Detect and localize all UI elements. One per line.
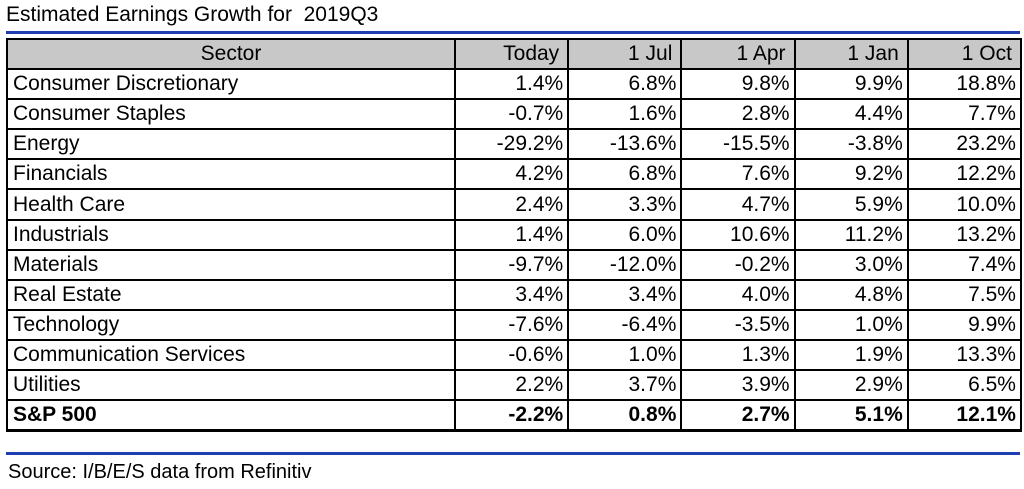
- value-cell-1-apr: 2.7%: [680, 399, 796, 432]
- value-cell-1-jan: 1.9%: [793, 338, 909, 372]
- value-cell-1-jul: 3.3%: [567, 188, 683, 221]
- value-cell-today: -0.7%: [453, 98, 570, 131]
- table-row: Financials 4.2% 6.8% 7.6% 9.2% 12.2%: [6, 158, 1022, 191]
- value-cell-1-jan: 3.0%: [793, 248, 909, 281]
- value-cell-1-jan: 4.4%: [793, 98, 909, 131]
- table-title: Estimated Earnings Growth for 2019Q3: [6, 3, 379, 26]
- value-cell-1-jul: 0.8%: [567, 399, 683, 432]
- value-cell-1-apr: -0.2%: [680, 248, 796, 281]
- value-cell-1-jan: 11.2%: [793, 218, 909, 251]
- total-row: S&P 500 -2.2% 0.8% 2.7% 5.1% 12.1%: [6, 399, 1022, 432]
- value-cell-1-jan: 5.1%: [793, 399, 909, 432]
- value-cell-1-jul: 3.7%: [567, 369, 683, 402]
- source-note: Source: I/B/E/S data from Refinitiv: [8, 461, 312, 483]
- value-cell-1-oct: 13.2%: [906, 218, 1022, 251]
- sector-cell: Energy: [6, 128, 456, 161]
- value-cell-today: -0.6%: [453, 338, 570, 372]
- value-cell-1-apr: 10.6%: [680, 218, 796, 251]
- value-cell-1-jan: 5.9%: [793, 188, 909, 221]
- bottom-divider: [6, 452, 1020, 455]
- value-cell-1-apr: -15.5%: [680, 128, 796, 161]
- value-cell-1-oct: 7.4%: [906, 248, 1022, 281]
- sector-cell: Financials: [6, 158, 456, 191]
- table-row: Industrials 1.4% 6.0% 10.6% 11.2% 13.2%: [6, 218, 1022, 251]
- value-cell-1-jan: 2.9%: [793, 369, 909, 402]
- value-cell-1-oct: 7.7%: [906, 98, 1022, 131]
- value-cell-1-oct: 13.3%: [906, 338, 1022, 372]
- value-cell-1-oct: 6.5%: [906, 369, 1022, 402]
- value-cell-1-jul: 3.4%: [567, 278, 683, 311]
- value-cell-today: 3.4%: [453, 278, 570, 311]
- value-cell-1-apr: 4.7%: [680, 188, 796, 221]
- table-row: Communication Services -0.6% 1.0% 1.3% 1.9% 1…: [6, 338, 1022, 372]
- value-cell-1-oct: 10.0%: [906, 188, 1022, 221]
- value-cell-1-jan: 9.9%: [793, 68, 909, 101]
- sector-cell: Real Estate: [6, 278, 456, 311]
- table-row: Consumer Staples -0.7% 1.6% 2.8% 4.4% 7.7%: [6, 98, 1022, 131]
- value-cell-1-jan: 9.2%: [793, 158, 909, 191]
- value-cell-today: 1.4%: [453, 218, 570, 251]
- value-cell-1-oct: 12.2%: [906, 158, 1022, 191]
- value-cell-today: -2.2%: [453, 399, 570, 432]
- value-cell-today: 4.2%: [453, 158, 570, 191]
- top-divider: [6, 31, 1020, 34]
- value-cell-1-jul: 6.8%: [567, 68, 683, 101]
- value-cell-1-jul: 6.0%: [567, 218, 683, 251]
- table-row: Real Estate 3.4% 3.4% 4.0% 4.8% 7.5%: [6, 278, 1022, 311]
- table-row: Materials -9.7% -12.0% -0.2% 3.0% 7.4%: [6, 248, 1022, 281]
- value-cell-1-jul: -12.0%: [567, 248, 683, 281]
- value-cell-1-apr: 1.3%: [680, 338, 796, 372]
- value-cell-today: 2.4%: [453, 188, 570, 221]
- value-cell-today: 1.4%: [453, 68, 570, 101]
- header-today: Today: [453, 37, 570, 71]
- header-1-oct: 1 Oct: [906, 37, 1022, 71]
- value-cell-1-jan: -3.8%: [793, 128, 909, 161]
- sector-cell: Communication Services: [6, 338, 456, 372]
- header-1-apr: 1 Apr: [680, 37, 796, 71]
- value-cell-1-apr: 3.9%: [680, 369, 796, 402]
- header-row: Sector Today 1 Jul 1 Apr 1 Jan 1 Oct: [6, 37, 1022, 71]
- sector-cell: S&P 500: [6, 399, 456, 432]
- value-cell-1-jul: 1.0%: [567, 338, 683, 372]
- sector-cell: Consumer Discretionary: [6, 68, 456, 101]
- value-cell-1-apr: 2.8%: [680, 98, 796, 131]
- table-row: Utilities 2.2% 3.7% 3.9% 2.9% 6.5%: [6, 369, 1022, 402]
- value-cell-today: -7.6%: [453, 308, 570, 341]
- sector-cell: Materials: [6, 248, 456, 281]
- value-cell-1-oct: 12.1%: [906, 399, 1022, 432]
- value-cell-1-apr: 4.0%: [680, 278, 796, 311]
- value-cell-1-jul: 1.6%: [567, 98, 683, 131]
- sector-cell: Technology: [6, 308, 456, 341]
- table-body: Consumer Discretionary 1.4% 6.8% 9.8% 9.9% 18…: [6, 68, 1022, 432]
- sector-cell: Industrials: [6, 218, 456, 251]
- value-cell-1-apr: 7.6%: [680, 158, 796, 191]
- table-row: Energy -29.2% -13.6% -15.5% -3.8% 23.2%: [6, 128, 1022, 161]
- value-cell-1-oct: 23.2%: [906, 128, 1022, 161]
- table-row: Health Care 2.4% 3.3% 4.7% 5.9% 10.0%: [6, 188, 1022, 221]
- value-cell-today: -29.2%: [453, 128, 570, 161]
- header-1-jan: 1 Jan: [793, 37, 909, 71]
- value-cell-1-jan: 4.8%: [793, 278, 909, 311]
- header-sector: Sector: [6, 37, 456, 71]
- value-cell-1-jan: 1.0%: [793, 308, 909, 341]
- value-cell-1-oct: 18.8%: [906, 68, 1022, 101]
- value-cell-1-jul: -13.6%: [567, 128, 683, 161]
- sector-cell: Consumer Staples: [6, 98, 456, 131]
- table-row: Technology -7.6% -6.4% -3.5% 1.0% 9.9%: [6, 308, 1022, 341]
- value-cell-1-apr: 9.8%: [680, 68, 796, 101]
- value-cell-1-jul: 6.8%: [567, 158, 683, 191]
- earnings-growth-table: Sector Today 1 Jul 1 Apr 1 Jan 1 Oct Con…: [6, 37, 1022, 432]
- sector-cell: Health Care: [6, 188, 456, 221]
- value-cell-today: -9.7%: [453, 248, 570, 281]
- header-1-jul: 1 Jul: [567, 37, 683, 71]
- value-cell-1-jul: -6.4%: [567, 308, 683, 341]
- value-cell-today: 2.2%: [453, 369, 570, 402]
- value-cell-1-oct: 9.9%: [906, 308, 1022, 341]
- value-cell-1-oct: 7.5%: [906, 278, 1022, 311]
- sector-cell: Utilities: [6, 369, 456, 402]
- value-cell-1-apr: -3.5%: [680, 308, 796, 341]
- table-row: Consumer Discretionary 1.4% 6.8% 9.8% 9.9% 18…: [6, 68, 1022, 101]
